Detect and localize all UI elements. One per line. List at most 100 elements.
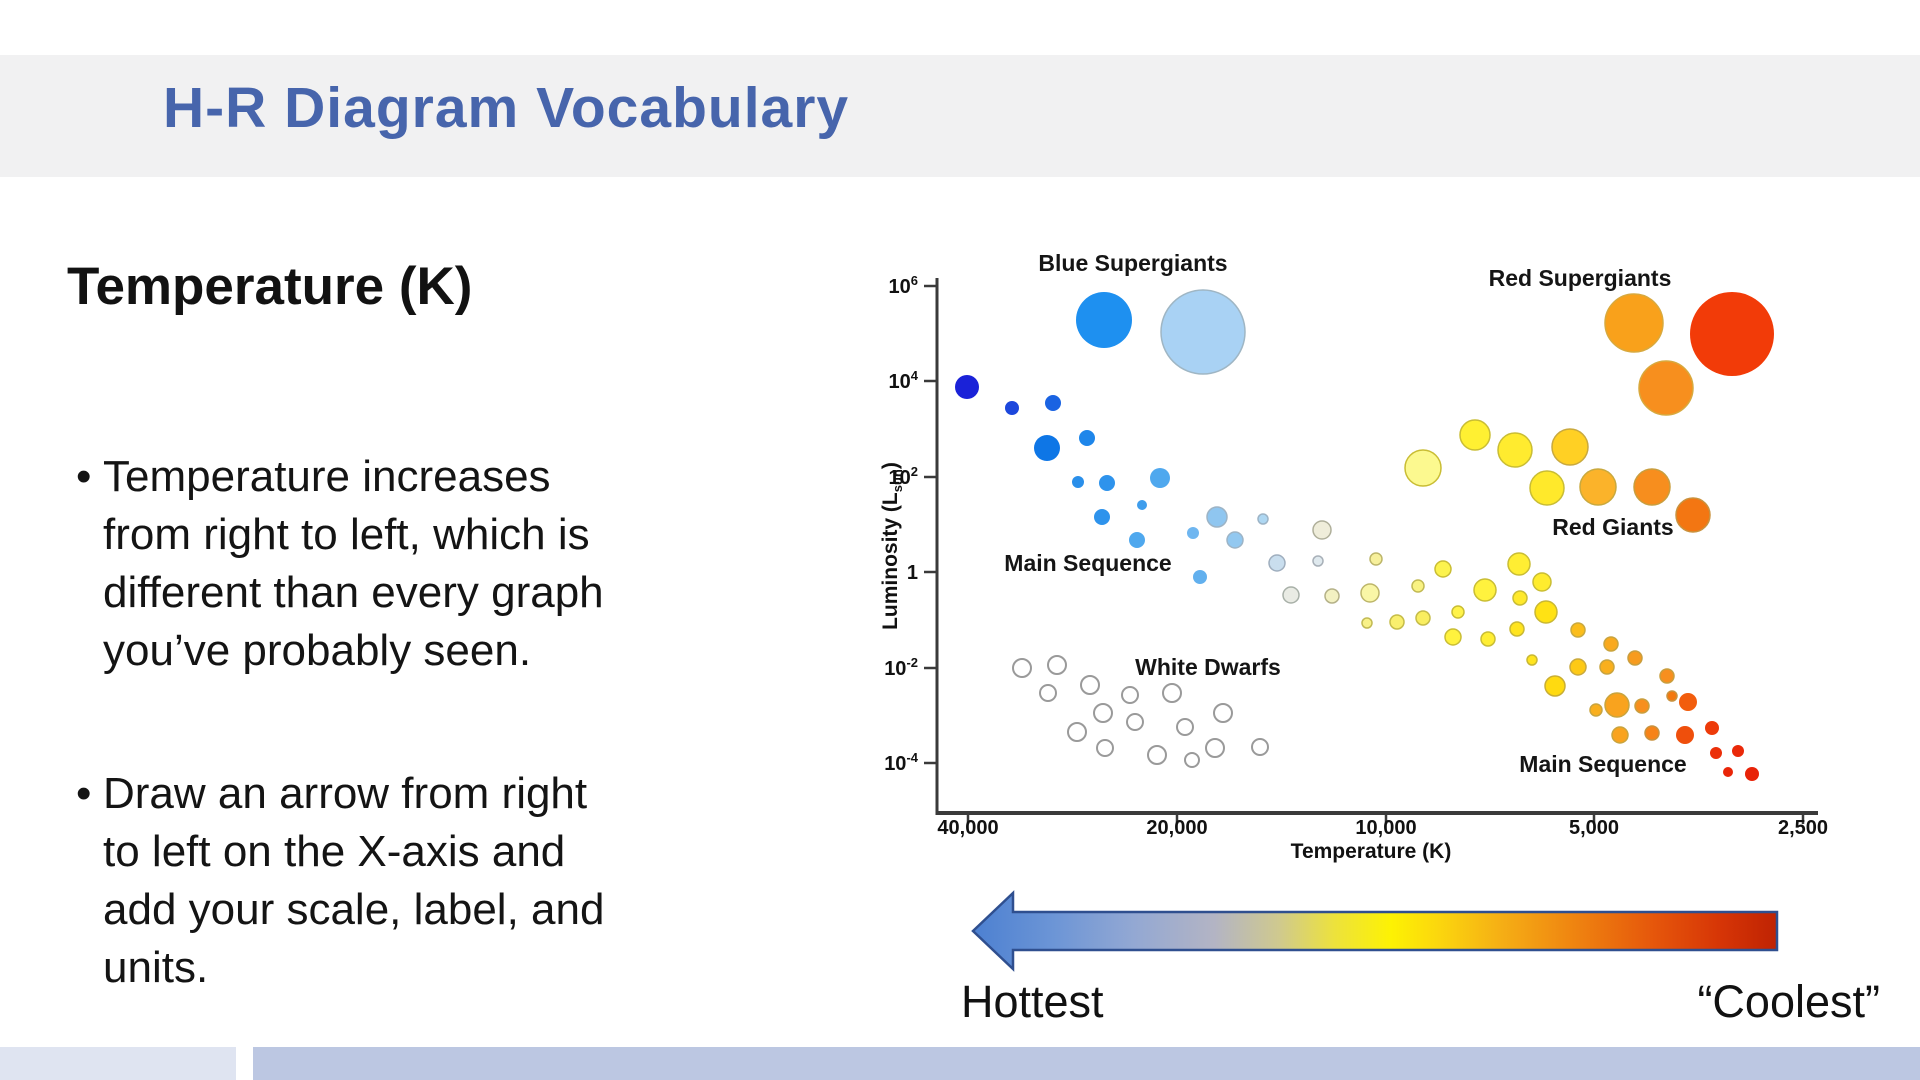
star-dot — [1093, 703, 1113, 723]
star-dot — [1213, 703, 1233, 723]
star-dot — [1675, 497, 1711, 533]
star-dot — [1129, 532, 1145, 548]
star-dot — [1444, 628, 1462, 646]
star-dot — [1579, 468, 1617, 506]
star-dot — [1451, 605, 1465, 619]
star-dot — [1206, 506, 1228, 528]
star-dot — [955, 375, 979, 399]
star-dot — [1324, 588, 1340, 604]
x-tick-label: 20,000 — [1146, 817, 1207, 839]
star-dot — [1676, 726, 1694, 744]
footer-bar-left — [0, 1047, 236, 1080]
star-dot — [1137, 500, 1147, 510]
star-dot — [1404, 449, 1442, 487]
star-dot — [1710, 747, 1722, 759]
bullet-text: Draw an arrow from right to left on the X… — [103, 769, 605, 992]
star-dot — [1205, 738, 1225, 758]
star-dot — [1361, 617, 1373, 629]
star-dot — [1644, 725, 1660, 741]
star-dot — [1411, 579, 1425, 593]
star-dot — [1251, 738, 1269, 756]
star-dot — [1257, 513, 1269, 525]
star-dot — [1176, 718, 1194, 736]
heading-temperature-k: Temperature (K) — [67, 257, 473, 316]
star-dot — [1080, 675, 1100, 695]
y-axis-title: Luminosity (Lsun) — [879, 462, 905, 630]
y-tick-label: 106 — [889, 273, 918, 298]
star-dot — [1047, 655, 1067, 675]
star-dot — [1611, 726, 1629, 744]
star-dot — [1312, 520, 1332, 540]
star-dot — [1079, 430, 1095, 446]
bullet-text: Temperature increases from right to left,… — [103, 452, 604, 675]
y-tick-label: 104 — [889, 368, 919, 393]
star-dot — [1034, 435, 1060, 461]
star-dot — [1094, 509, 1110, 525]
coolest-label: “Coolest” — [1697, 976, 1880, 1027]
star-dot — [1634, 698, 1650, 714]
star-dot — [1005, 401, 1019, 415]
star-dot — [1529, 470, 1565, 506]
bullet-dot: • — [76, 769, 92, 818]
hr-diagram: 106 104 102 1 10-2 10-4 40,000 20,000 10,000 5,00… — [879, 250, 1828, 863]
star-dot — [1526, 654, 1538, 666]
star-dot — [1679, 693, 1697, 711]
star-dot — [1126, 713, 1144, 731]
bullet-list: • Temperature increases from right to left… — [76, 448, 604, 997]
star-dot — [1599, 659, 1615, 675]
left-pointing-gradient-arrow — [971, 890, 1779, 972]
star-dot — [1226, 531, 1244, 549]
star-dot — [1570, 622, 1586, 638]
region-label: Blue Supergiants — [1038, 250, 1227, 276]
star-dot — [1076, 292, 1132, 348]
star-dot — [1369, 552, 1383, 566]
star-dot — [1480, 631, 1496, 647]
star-dot — [1360, 583, 1380, 603]
y-tick-label: 1 — [907, 562, 918, 584]
star-dot — [1534, 600, 1558, 624]
star-dot — [1389, 614, 1405, 630]
star-dot — [1551, 428, 1589, 466]
star-dot — [1012, 658, 1032, 678]
star-dot — [1039, 684, 1057, 702]
star-dot — [1633, 468, 1671, 506]
star-dot — [1473, 578, 1497, 602]
star-dot — [1160, 289, 1246, 375]
star-dot — [1415, 610, 1431, 626]
star-dot — [1604, 293, 1664, 353]
star-dot — [1507, 552, 1531, 576]
star-dot — [1690, 292, 1774, 376]
footer-bar-right — [253, 1047, 1920, 1080]
region-label: Main Sequence — [1519, 751, 1686, 777]
star-dot — [1282, 586, 1300, 604]
star-dot — [1589, 703, 1603, 717]
region-label: Red Supergiants — [1489, 265, 1672, 291]
star-dot — [1067, 722, 1087, 742]
star-dot — [1096, 739, 1114, 757]
star-dot — [1627, 650, 1643, 666]
x-tick-label: 5,000 — [1569, 817, 1619, 839]
title-band: H-R Diagram Vocabulary — [0, 55, 1920, 177]
star-dot — [1512, 590, 1528, 606]
slide-title: H-R Diagram Vocabulary — [163, 76, 850, 140]
star-dot — [1723, 767, 1733, 777]
star-dot — [1099, 475, 1115, 491]
star-dot — [1187, 527, 1199, 539]
hottest-label: Hottest — [961, 976, 1104, 1027]
star-dot — [1162, 683, 1182, 703]
star-dot — [1705, 721, 1719, 735]
star-dot — [1604, 692, 1630, 718]
bullet-item: • Temperature increases from right to left… — [76, 448, 604, 680]
x-tick-label: 40,000 — [937, 817, 998, 839]
star-dot — [1045, 395, 1061, 411]
y-tick-label: 10-4 — [884, 750, 919, 775]
temperature-gradient-arrow — [971, 890, 1779, 972]
region-label: White Dwarfs — [1135, 654, 1281, 680]
star-dot — [1312, 555, 1324, 567]
bullet-dot: • — [76, 452, 92, 501]
star-dot — [1072, 476, 1084, 488]
star-dot — [1745, 767, 1759, 781]
star-dot — [1434, 560, 1452, 578]
star-dot — [1147, 745, 1167, 765]
